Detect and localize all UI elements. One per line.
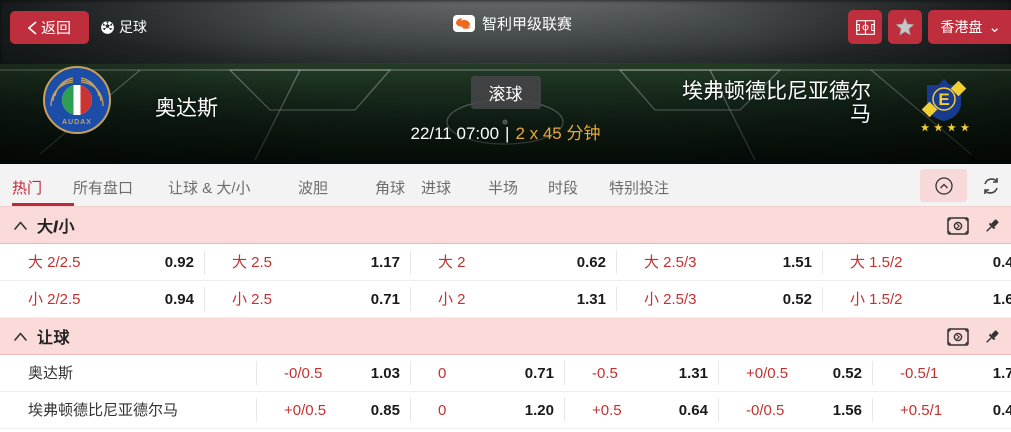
- svg-text:E: E: [938, 90, 949, 109]
